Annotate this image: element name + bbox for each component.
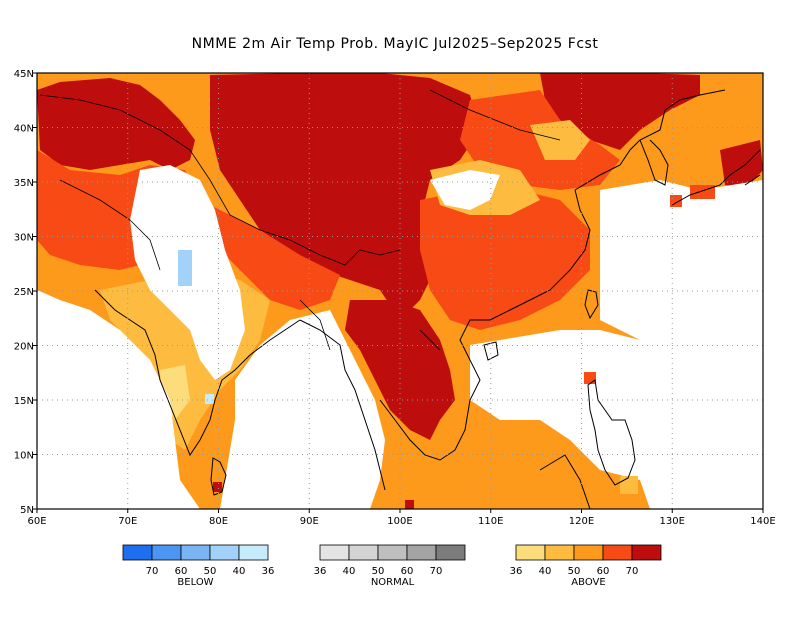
no-signal-pacific [600, 180, 763, 340]
china-east-coast [574, 89, 726, 191]
lon-tick-label: 70E [118, 516, 137, 527]
legend-below-swatch [122, 544, 153, 561]
legend-normal-label: NORMAL [371, 577, 415, 588]
legend-above-tick: 70 [626, 566, 639, 577]
legend-above-swatch [602, 544, 633, 561]
below-40-patch [178, 250, 192, 286]
legend-normal-tick: 50 [372, 566, 385, 577]
lat-tick-label: 5N [20, 505, 34, 516]
legend-normal-swatch [348, 544, 379, 561]
indochina-coast [299, 189, 591, 491]
legend-above-tick: 36 [510, 566, 523, 577]
legend-normal-swatch [406, 544, 437, 561]
legend-normal-tick: 36 [314, 566, 327, 577]
island-cell-3 [620, 476, 638, 494]
taiwan-coast [584, 289, 599, 320]
island-cell-5 [405, 500, 414, 509]
korea-coast [639, 139, 669, 186]
legend-above-tick: 50 [568, 566, 581, 577]
above-70-central-asia [37, 78, 195, 170]
island-cell-2 [560, 458, 569, 467]
lat-tick-label: 35N [14, 178, 34, 189]
lon-tick-label: 60E [27, 516, 46, 527]
legend-above-tick: 60 [597, 566, 610, 577]
philippines-coast [587, 379, 636, 486]
lon-tick-label: 80E [209, 516, 228, 527]
coastlines [39, 89, 761, 509]
lat-tick-label: 45N [14, 69, 34, 80]
lon-tick-label: 120E [569, 516, 594, 527]
legend-normal-swatch [319, 544, 350, 561]
legend-above-swatch [631, 544, 662, 561]
legend-above: 36 40 50 60 70 ABOVE [510, 544, 662, 588]
legend-below-tick: 50 [204, 566, 217, 577]
island-cell-4 [213, 482, 222, 492]
legend-below-tick: 40 [233, 566, 246, 577]
hainan-coast [483, 341, 499, 361]
legend-normal-swatch [377, 544, 408, 561]
legend-normal-tick: 70 [430, 566, 443, 577]
legend-below-swatch [180, 544, 211, 561]
legend-above-tick: 40 [539, 566, 552, 577]
legend-above-swatch [515, 544, 546, 561]
axis-ticks: 60E 70E 80E 90E 100E 110E 120E 130E 140E 45N 40N 35… [14, 69, 776, 527]
no-signal-bay-of-bengal [220, 310, 385, 509]
legend-below-tick: 70 [146, 566, 159, 577]
lat-tick-label: 20N [14, 342, 34, 353]
india-coast [94, 289, 301, 457]
map-title: NMME 2m Air Temp Prob. MayIC Jul2025–Sep… [191, 36, 599, 52]
lat-tick-label: 40N [14, 124, 34, 135]
lat-tick-label: 10N [14, 451, 34, 462]
above-60-himalaya [200, 200, 340, 310]
legend-below-swatch [238, 544, 269, 561]
legend-below: 70 60 50 40 36 BELOW [122, 544, 275, 588]
borneo-coast [539, 454, 591, 509]
legend-below-swatch [209, 544, 240, 561]
legend-above-swatch [544, 544, 575, 561]
lat-tick-label: 15N [14, 396, 34, 407]
legend-normal-swatch [435, 544, 466, 561]
graticule [37, 73, 763, 509]
lon-tick-label: 140E [750, 516, 775, 527]
legend-normal: 36 40 50 60 70 NORMAL [314, 544, 466, 588]
lon-tick-label: 100E [387, 516, 412, 527]
legend-above-label: ABOVE [571, 577, 605, 588]
above-70-tibet-china [210, 73, 480, 320]
no-signal-china [430, 170, 500, 210]
lon-tick-label: 110E [478, 516, 503, 527]
below-36-patch [205, 394, 214, 404]
legend-above-swatch [573, 544, 604, 561]
sri-lanka-coast [210, 457, 227, 496]
legend-below-swatch [151, 544, 182, 561]
island-cell-1 [584, 372, 596, 384]
legend-below-label: BELOW [177, 577, 213, 588]
lon-tick-label: 130E [660, 516, 685, 527]
japan-coast [671, 149, 761, 206]
legend-normal-tick: 40 [343, 566, 356, 577]
legend-below-tick: 60 [175, 566, 188, 577]
lon-tick-label: 90E [300, 516, 319, 527]
legend-normal-tick: 60 [401, 566, 414, 577]
above-70-japan [720, 140, 763, 190]
above-60-south-china [420, 190, 590, 330]
lat-tick-label: 25N [14, 287, 34, 298]
lat-tick-label: 30N [14, 233, 34, 244]
legend-below-tick: 36 [262, 566, 275, 577]
island-cell-7 [690, 185, 715, 199]
above-70-indochina [345, 300, 455, 440]
borders-interior [39, 89, 561, 351]
